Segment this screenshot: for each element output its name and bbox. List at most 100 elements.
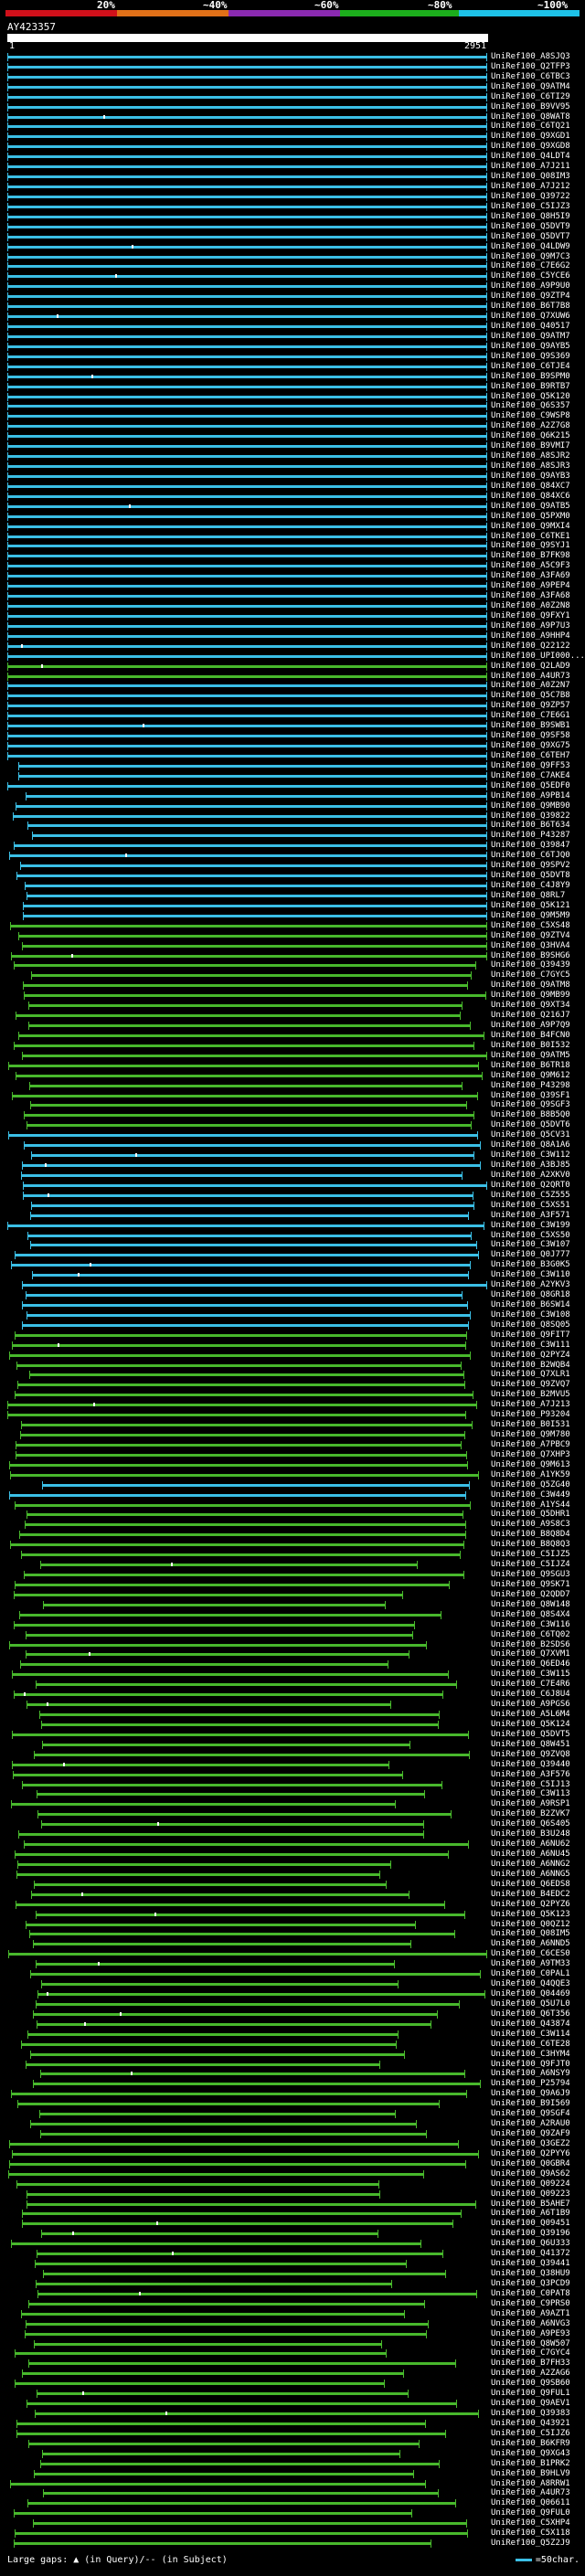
hit-label[interactable]: UniRef100_B4FCN0 xyxy=(491,1030,570,1040)
hit-row[interactable]: UniRef100_Q9XT34 xyxy=(0,1002,585,1012)
hit-label[interactable]: UniRef100_Q43921 xyxy=(491,2418,570,2428)
hit-label[interactable]: UniRef100_Q7XVM1 xyxy=(491,1649,570,1659)
hit-row[interactable]: UniRef100_A3F576 xyxy=(0,1770,585,1781)
hit-row[interactable]: UniRef100_Q8SQ05 xyxy=(0,1320,585,1331)
hit-label[interactable]: UniRef100_C3W112 xyxy=(491,1150,570,1161)
hit-row[interactable]: UniRef100_C7E6G1 xyxy=(0,712,585,722)
hit-label[interactable]: UniRef100_A8RRW1 xyxy=(491,2478,570,2488)
hit-row[interactable]: UniRef100_C5IJZ6 xyxy=(0,2428,585,2440)
hit-row[interactable]: UniRef100_Q9ATB5 xyxy=(0,502,585,513)
hit-label[interactable]: UniRef100_C3W110 xyxy=(491,1270,570,1280)
hit-label[interactable]: UniRef100_Q08IM5 xyxy=(491,1929,570,1939)
hit-row[interactable]: UniRef100_Q5DVT5 xyxy=(0,1730,585,1741)
hit-label[interactable]: UniRef100_A2RAU0 xyxy=(491,2119,570,2129)
hit-row[interactable]: UniRef100_A0Z2N8 xyxy=(0,601,585,612)
hit-row[interactable]: UniRef100_Q8GR18 xyxy=(0,1290,585,1301)
hit-row[interactable]: UniRef100_Q9A6J9 xyxy=(0,2090,585,2100)
hit-label[interactable]: UniRef100_Q6U333 xyxy=(491,2239,570,2249)
hit-label[interactable]: UniRef100_Q0GBR4 xyxy=(491,2158,570,2168)
hit-label[interactable]: UniRef100_A1YK59 xyxy=(491,1469,570,1479)
hit-row[interactable]: UniRef100_Q6U333 xyxy=(0,2240,585,2250)
hit-label[interactable]: UniRef100_A2YKV3 xyxy=(491,1280,570,1290)
hit-row[interactable]: UniRef100_A9TM33 xyxy=(0,1960,585,1970)
hit-row[interactable]: UniRef100_A8RRW1 xyxy=(0,2478,585,2490)
hit-label[interactable]: UniRef100_Q9FIT7 xyxy=(491,1330,570,1340)
hit-row[interactable]: UniRef100_C3W114 xyxy=(0,2030,585,2041)
hit-row[interactable]: UniRef100_Q9SGF3 xyxy=(0,1101,585,1111)
hit-row[interactable]: UniRef100_Q9ZTV4 xyxy=(0,931,585,942)
hit-label[interactable]: UniRef100_B8Q8D4 xyxy=(491,1530,570,1540)
hit-label[interactable]: UniRef100_Q9M613 xyxy=(491,1459,570,1469)
hit-label[interactable]: UniRef100_B2MVU5 xyxy=(491,1390,570,1400)
hit-label[interactable]: UniRef100_Q9SYJ1 xyxy=(491,541,570,551)
hit-label[interactable]: UniRef100_A8SJQ3 xyxy=(491,52,570,61)
hit-label[interactable]: UniRef100_Q9A6J9 xyxy=(491,2089,570,2099)
hit-label[interactable]: UniRef100_B9VV95 xyxy=(491,101,570,111)
hit-label[interactable]: UniRef100_Q9ZTP4 xyxy=(491,292,570,302)
hit-row[interactable]: UniRef100_B7FK98 xyxy=(0,552,585,562)
hit-label[interactable]: UniRef100_B9SPM0 xyxy=(491,371,570,381)
hit-label[interactable]: UniRef100_Q9M5M9 xyxy=(491,910,570,920)
hit-label[interactable]: UniRef100_B9SHG6 xyxy=(491,950,570,960)
hit-label[interactable]: UniRef100_A9RSP1 xyxy=(491,1799,570,1809)
hit-label[interactable]: UniRef100_C5XS48 xyxy=(491,920,570,930)
hit-label[interactable]: UniRef100_Q9XT34 xyxy=(491,1001,570,1011)
hit-label[interactable]: UniRef100_C5IJZ3 xyxy=(491,201,570,211)
hit-row[interactable]: UniRef100_Q84XC7 xyxy=(0,482,585,493)
hit-row[interactable]: UniRef100_Q08IM3 xyxy=(0,173,585,183)
hit-row[interactable]: UniRef100_B2MVU5 xyxy=(0,1391,585,1401)
hit-row[interactable]: UniRef100_C5XS50 xyxy=(0,1230,585,1242)
hit-row[interactable]: UniRef100_B4FCN0 xyxy=(0,1030,585,1042)
hit-label[interactable]: UniRef100_Q9AYB3 xyxy=(491,471,570,481)
hit-label[interactable]: UniRef100_A6NNG2 xyxy=(491,1859,570,1869)
hit-row[interactable]: UniRef100_C5IJZ4 xyxy=(0,1561,585,1571)
hit-label[interactable]: UniRef100_C5IJZ6 xyxy=(491,2428,570,2438)
hit-row[interactable]: UniRef100_C5X118 xyxy=(0,2529,585,2539)
hit-row[interactable]: UniRef100_A9RSP1 xyxy=(0,1800,585,1810)
hit-label[interactable]: UniRef100_Q09451 xyxy=(491,2219,570,2229)
hit-label[interactable]: UniRef100_Q6ED46 xyxy=(491,1659,570,1670)
hit-row[interactable]: UniRef100_Q04469 xyxy=(0,1989,585,2000)
hit-label[interactable]: UniRef100_Q5K120 xyxy=(491,391,570,401)
hit-label[interactable]: UniRef100_Q9MB99 xyxy=(491,991,570,1001)
hit-row[interactable]: UniRef100_Q9ZVQ7 xyxy=(0,1381,585,1391)
hit-label[interactable]: UniRef100_A9PB14 xyxy=(491,790,570,800)
hit-label[interactable]: UniRef100_Q4LDT4 xyxy=(491,152,570,162)
hit-row[interactable]: UniRef100_Q43921 xyxy=(0,2418,585,2430)
hit-label[interactable]: UniRef100_C3W449 xyxy=(491,1489,570,1500)
hit-row[interactable]: UniRef100_A6NSY9 xyxy=(0,2070,585,2080)
hit-label[interactable]: UniRef100_B0I531 xyxy=(491,1420,570,1430)
hit-label[interactable]: UniRef100_C3W108 xyxy=(491,1309,570,1320)
hit-row[interactable]: UniRef100_Q43874 xyxy=(0,2019,585,2030)
hit-label[interactable]: UniRef100_Q9SGU3 xyxy=(491,1570,570,1580)
hit-label[interactable]: UniRef100_Q9XG43 xyxy=(491,2448,570,2458)
hit-row[interactable]: UniRef100_B6KFR9 xyxy=(0,2439,585,2450)
hit-row[interactable]: UniRef100_B9I569 xyxy=(0,2100,585,2110)
hit-row[interactable]: UniRef100_C7GYC5 xyxy=(0,971,585,981)
hit-row[interactable]: UniRef100_Q9M613 xyxy=(0,1459,585,1471)
hit-row[interactable]: UniRef100_A9P7U3 xyxy=(0,620,585,632)
hit-row[interactable]: UniRef100_A9PEP4 xyxy=(0,582,585,592)
hit-row[interactable]: UniRef100_A7J212 xyxy=(0,182,585,193)
hit-label[interactable]: UniRef100_A9P7U3 xyxy=(491,620,570,631)
hit-row[interactable]: UniRef100_P93204 xyxy=(0,1411,585,1421)
hit-label[interactable]: UniRef100_Q8S4X4 xyxy=(491,1609,570,1619)
hit-row[interactable]: UniRef100_A2ZAG6 xyxy=(0,2369,585,2380)
hit-row[interactable]: UniRef100_A9S8C3 xyxy=(0,1521,585,1531)
hit-label[interactable]: UniRef100_A9HHP4 xyxy=(491,631,570,641)
hit-label[interactable]: UniRef100_B4EDC2 xyxy=(491,1889,570,1899)
hit-label[interactable]: UniRef100_A9P7Q9 xyxy=(491,1021,570,1031)
hit-label[interactable]: UniRef100_Q5ZG40 xyxy=(491,1479,570,1489)
hit-row[interactable]: UniRef100_A2Z7G8 xyxy=(0,422,585,432)
hit-label[interactable]: UniRef100_Q2LAD9 xyxy=(491,661,570,671)
hit-label[interactable]: UniRef100_Q9AS62 xyxy=(491,2168,570,2178)
hit-label[interactable]: UniRef100_Q06611 xyxy=(491,2498,570,2508)
hit-label[interactable]: UniRef100_C5XS50 xyxy=(491,1230,570,1240)
hit-row[interactable]: UniRef100_Q9ZVQ8 xyxy=(0,1750,585,1761)
hit-row[interactable]: UniRef100_Q6S357 xyxy=(0,402,585,412)
hit-row[interactable]: UniRef100_C3W449 xyxy=(0,1489,585,1501)
hit-row[interactable]: UniRef100_Q9SK71 xyxy=(0,1580,585,1591)
hit-row[interactable]: UniRef100_C5XHP4 xyxy=(0,2519,585,2529)
hit-label[interactable]: UniRef100_Q6EDS8 xyxy=(491,1879,570,1889)
hit-label[interactable]: UniRef100_C3W116 xyxy=(491,1619,570,1629)
